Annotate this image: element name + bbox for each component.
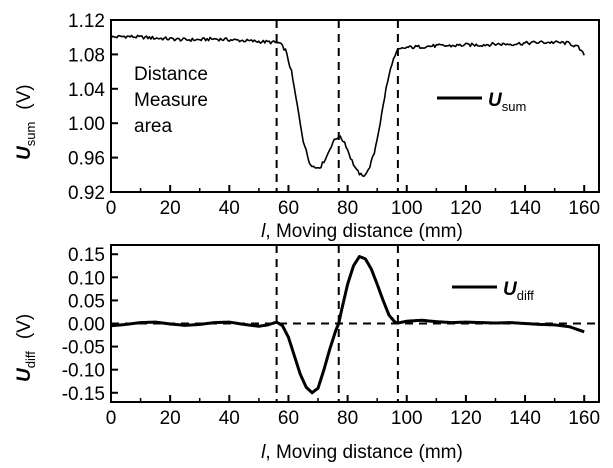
legend-sum-sub: sum (502, 99, 527, 114)
y-tick-label-sum: 0.92 (68, 183, 105, 204)
annotation-line-3: area (134, 116, 172, 137)
x-tick-label-sum: 160 (568, 198, 600, 219)
x-tick-label-diff: 140 (509, 408, 541, 429)
x-tick-label-diff: 80 (337, 408, 358, 429)
xlabel-sum-rest: , Moving distance (mm) (265, 221, 462, 242)
y-tick-label-diff: -0.15 (62, 384, 105, 405)
legend-diff-sub: diff (517, 288, 534, 303)
y-tick-label-diff: 0.15 (68, 245, 105, 266)
plot-frame-sum (110, 19, 600, 193)
xlabel-sum: l, Moving distance (mm) (261, 221, 463, 242)
legend-sum-label: Usum (488, 90, 526, 114)
x-tick-label-sum: 60 (278, 198, 299, 219)
y-tick-label-diff: 0.00 (68, 315, 105, 336)
ylabel-sum-unit: (V) (14, 84, 35, 109)
ylabel-diff-sub: diff (23, 351, 38, 368)
legend-diff: Udiff (452, 279, 534, 303)
plot-area-sum: 0 20 40 60 80 100 120 140 160 0.92 0.96 1.00 1.04 1.0… (68, 11, 600, 219)
legend-diff-label: Udiff (503, 279, 534, 303)
x-tick-label-sum: 140 (509, 198, 541, 219)
y-tick-label-sum: 0.96 (68, 149, 105, 170)
ylabel-sum-sub: sum (23, 122, 38, 147)
annotation-line-1: Distance (134, 64, 208, 85)
y-tick-label-diff: -0.10 (62, 361, 105, 382)
series-line-sum (110, 34, 585, 178)
ylabel-sum-main: U (14, 145, 35, 160)
legend-sum-main: U (488, 90, 503, 111)
ylabel-sum: Usum (V) (14, 84, 38, 160)
annotation-line-2: Measure (134, 90, 208, 111)
y-tick-label-sum: 1.12 (68, 11, 105, 32)
legend-diff-main: U (503, 279, 518, 300)
x-tick-label-diff: 20 (160, 408, 181, 429)
x-tick-label-diff: 160 (568, 408, 600, 429)
ylabel-diff: Udiff (V) (14, 314, 38, 382)
x-tick-label-sum: 80 (337, 198, 358, 219)
xlabel-diff-rest: , Moving distance (mm) (265, 442, 462, 463)
y-tick-label-sum: 1.04 (68, 80, 105, 101)
x-tick-label-sum: 20 (160, 198, 181, 219)
xlabel-diff: l, Moving distance (mm) (261, 442, 463, 463)
plot-frame-diff (110, 244, 600, 403)
panel-diff: 0 20 40 60 80 100 120 140 1600.150.100.050.00-0.… (14, 244, 600, 463)
x-tick-label-sum: 40 (219, 198, 240, 219)
y-tick-label-sum: 1.00 (68, 114, 105, 135)
x-tick-label-diff: 120 (450, 408, 482, 429)
x-tick-label-sum: 0 (106, 198, 117, 219)
series-line-diff (110, 255, 585, 395)
xlabel-diff-italic: l (261, 442, 266, 463)
y-tick-label-diff: -0.05 (62, 338, 105, 359)
plot-area-diff: 0 20 40 60 80 100 120 140 1600.150.100.050.00-0.… (62, 245, 600, 429)
y-tick-label-diff: 0.10 (68, 268, 105, 289)
x-tick-label-diff: 40 (219, 408, 240, 429)
legend-sum: Usum (437, 90, 526, 114)
y-tick-label-sum: 1.08 (68, 45, 105, 66)
x-tick-label-diff: 100 (391, 408, 423, 429)
panel-sum: 0 20 40 60 80 100 120 140 160 0.92 0.96 1.00 1.04 1.0… (14, 11, 600, 242)
x-tick-label-sum: 120 (450, 198, 482, 219)
ylabel-diff-main: U (14, 367, 35, 382)
x-tick-label-diff: 60 (278, 408, 299, 429)
x-tick-label-diff: 0 (106, 408, 117, 429)
ylabel-diff-unit: (V) (14, 314, 35, 339)
xlabel-sum-italic: l (261, 221, 266, 242)
x-tick-label-sum: 100 (391, 198, 423, 219)
y-tick-label-diff: 0.05 (68, 291, 105, 312)
